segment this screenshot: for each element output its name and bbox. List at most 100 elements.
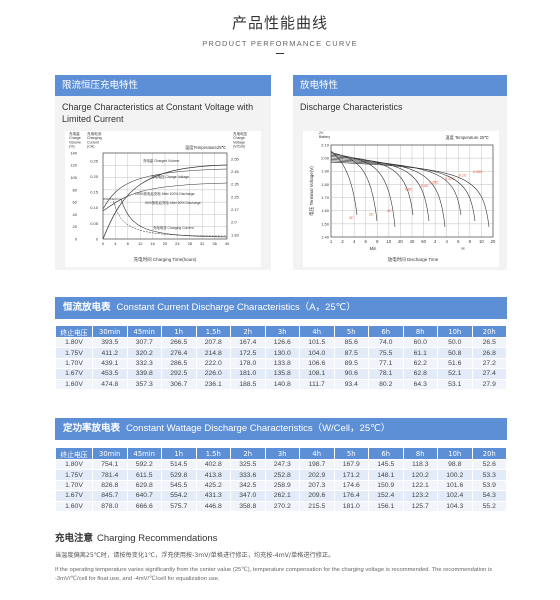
wattage-table-column-header: 45min bbox=[126, 447, 162, 460]
table-cell: 413.8 bbox=[195, 469, 231, 481]
table-cell: 52.6 bbox=[471, 458, 507, 471]
charge-x-tick: 28 bbox=[188, 241, 193, 246]
table-cell: 306.7 bbox=[161, 378, 197, 390]
table-cell: 207.8 bbox=[195, 336, 231, 349]
charge-y-tick-current: 0 bbox=[96, 236, 99, 241]
table-cell: 286.5 bbox=[161, 357, 197, 370]
discharge-x-tick: 10 bbox=[387, 239, 392, 244]
table-cell: 258.9 bbox=[264, 479, 300, 492]
table-cell: 152.4 bbox=[368, 490, 404, 502]
table-cell: 101.5 bbox=[299, 336, 335, 349]
discharge-x-tick: 20 bbox=[398, 239, 403, 244]
wattage-table-column-header: 终止电压 bbox=[55, 447, 93, 460]
table-cell: 545.5 bbox=[161, 479, 197, 492]
charge-x-tick: 12 bbox=[138, 241, 143, 246]
table-cell: 292.5 bbox=[161, 368, 197, 380]
charge-axis-header: 充电量 bbox=[69, 131, 80, 136]
table-cell: 181.0 bbox=[333, 500, 369, 512]
charging-text-zh: 当温度偏离25℃时，请按每变化1℃，浮充使用按-3mV/单格进行修正，均充按-4… bbox=[55, 552, 335, 559]
table-cell: 100.2 bbox=[437, 469, 473, 481]
discharge-curve bbox=[330, 159, 462, 216]
charge-y-tick-current: 0.20 bbox=[90, 174, 99, 179]
current-table-title-en: Constant Current Discharge Characteristi… bbox=[116, 302, 356, 313]
table-cell: 172.5 bbox=[230, 347, 266, 359]
table-cell: 439.1 bbox=[92, 357, 128, 370]
charge-axis-header: 充电电流 bbox=[87, 131, 102, 136]
charge-chart: 充电量 Charge Volume (%) 充电电流 Charging Current (CA… bbox=[65, 131, 261, 267]
wattage-table-column-header: 1.5h bbox=[195, 447, 231, 460]
current-table-column-header: 终止电压 bbox=[55, 325, 93, 338]
table-cell: 332.3 bbox=[126, 357, 162, 370]
table-row: 1.60V 474.8 357.3 306.7 236.1 188.5 140.8 111.7… bbox=[55, 378, 507, 390]
table-cell: 62.2 bbox=[402, 357, 438, 370]
charge-annotation: 50%放电后充电 After 50% Discharge bbox=[145, 200, 201, 205]
table-cell: 50.8 bbox=[437, 347, 473, 359]
table-cell: 266.5 bbox=[161, 336, 197, 349]
discharge-curve-label: 0.6C bbox=[405, 188, 413, 192]
table-cell: 93.4 bbox=[333, 378, 369, 390]
table-cell: 64.3 bbox=[402, 378, 438, 390]
table-cell: 123.2 bbox=[402, 490, 438, 502]
table-cell: 1.80V bbox=[55, 336, 93, 349]
table-cell: 26.5 bbox=[471, 336, 507, 349]
discharge-curve-label: 1C bbox=[387, 209, 392, 213]
current-table-column-header: 10h bbox=[437, 325, 473, 338]
table-cell: 89.5 bbox=[333, 357, 369, 370]
discharge-x-tick: 60 bbox=[421, 239, 426, 244]
wattage-table-column-header: 20h bbox=[471, 447, 507, 460]
table-cell: 307.7 bbox=[126, 336, 162, 349]
table-cell: 222.0 bbox=[195, 357, 231, 370]
current-table-column-header: 20h bbox=[471, 325, 507, 338]
table-row: 1.75V 411.2 320.2 276.4 214.8 172.5 130.0 104.0… bbox=[55, 347, 507, 359]
table-cell: 1.60V bbox=[55, 500, 93, 512]
discharge-curve bbox=[330, 160, 476, 222]
charge-chart-svg: 充电量ChargeVolume(%)充电电流ChargingCurrent(CA… bbox=[69, 131, 248, 263]
page-title: 产品性能曲线 bbox=[231, 14, 328, 32]
table-cell: 27.9 bbox=[471, 378, 507, 390]
charging-current-curve-100 bbox=[103, 198, 228, 238]
table-row: 1.70V 439.1 332.3 286.5 222.0 178.0 133.8 106.6… bbox=[55, 357, 507, 370]
charge-y-tick-voltage: 2.35 bbox=[231, 182, 240, 187]
table-cell: 104.0 bbox=[299, 347, 335, 359]
discharge-panel-title: 放电特性 bbox=[293, 75, 507, 96]
charge-axis-header: 充电电压 bbox=[233, 131, 248, 136]
table-cell: 276.4 bbox=[161, 347, 197, 359]
table-cell: 1.70V bbox=[55, 479, 93, 492]
title-divider bbox=[276, 53, 284, 54]
discharge-curve bbox=[330, 161, 490, 228]
discharge-x-axis-label: 放电时间 Discharge Time bbox=[388, 256, 439, 263]
constant-current-table: 终止电压 30min 45min 1h 1.5h 2h 3h 4h 5h 6h 8h 10h 20h 1.… bbox=[55, 325, 507, 390]
table-cell: 446.8 bbox=[195, 500, 231, 512]
charge-y-tick-voltage: 2.45 bbox=[231, 169, 240, 174]
table-cell: 75.5 bbox=[368, 347, 404, 359]
current-table-column-header: 1h bbox=[161, 325, 197, 338]
wattage-table-column-header: 1h bbox=[161, 447, 197, 460]
table-cell: 529.8 bbox=[161, 469, 197, 481]
charging-current-curve-50 bbox=[103, 198, 228, 237]
table-cell: 226.0 bbox=[195, 368, 231, 380]
table-cell: 611.5 bbox=[126, 469, 162, 481]
charging-title: 充电注意 Charging Recommendations bbox=[55, 530, 217, 544]
constant-wattage-table: 终止电压 30min 45min 1h 1.5h 2h 3h 4h 5h 6h 8h 10h 20h 1.… bbox=[55, 447, 507, 512]
table-cell: 453.5 bbox=[92, 368, 128, 380]
wattage-table-title-zh: 定功率放电表 bbox=[63, 423, 121, 434]
charge-y-tick-voltage: 2.25 bbox=[231, 194, 240, 199]
table-cell: 474.8 bbox=[92, 378, 128, 390]
table-cell: 85.6 bbox=[333, 336, 369, 349]
current-table-column-header: 45min bbox=[126, 325, 162, 338]
charge-x-tick: 0 bbox=[102, 241, 105, 246]
table-cell: 188.5 bbox=[230, 378, 266, 390]
table-cell: 120.2 bbox=[402, 469, 438, 481]
table-cell: 52.1 bbox=[437, 368, 473, 380]
charge-annotation: 100%放电后充电 After 100% Discharge bbox=[135, 191, 195, 196]
charge-panel-subtitle: Charge Characteristics at Constant Volta… bbox=[62, 102, 254, 124]
table-cell: 54.3 bbox=[471, 490, 507, 502]
table-cell: 554.2 bbox=[161, 490, 197, 502]
charge-y-tick-volume: 100 bbox=[70, 175, 77, 180]
discharge-x-tick: 4 bbox=[446, 239, 449, 244]
charging-text-en: If the operating temperature varies sign… bbox=[55, 567, 493, 582]
table-cell: 156.1 bbox=[368, 500, 404, 512]
wattage-table-column-header: 2h bbox=[230, 447, 266, 460]
discharge-curve bbox=[330, 157, 446, 228]
table-cell: 781.4 bbox=[92, 469, 128, 481]
